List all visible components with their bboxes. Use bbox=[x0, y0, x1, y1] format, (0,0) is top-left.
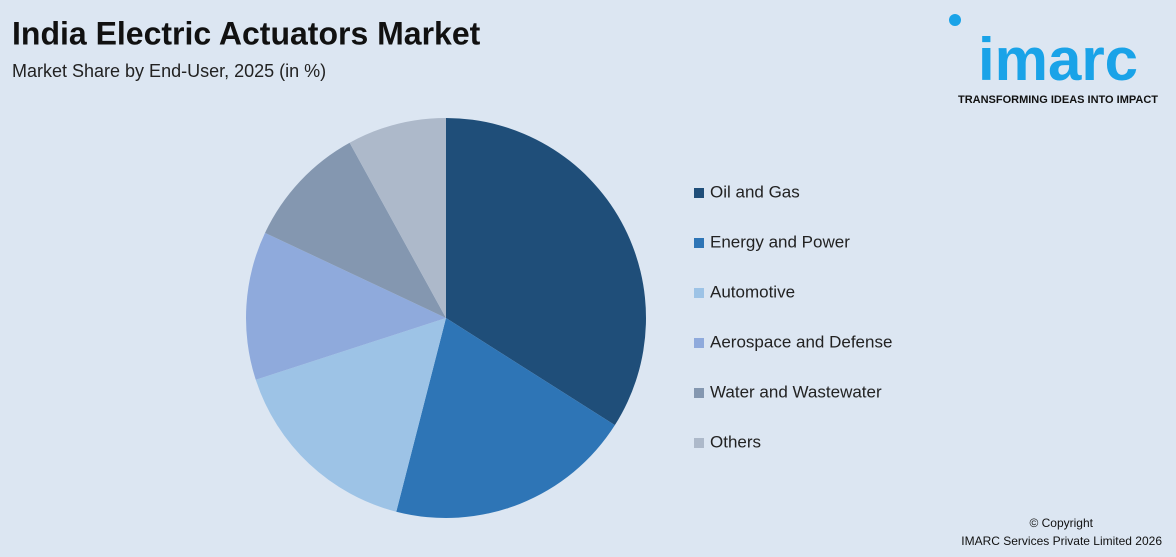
legend-label: Oil and Gas bbox=[710, 182, 800, 201]
legend-swatch bbox=[694, 438, 704, 448]
legend-label: Aerospace and Defense bbox=[710, 332, 892, 351]
logo-text: imarc bbox=[978, 26, 1138, 93]
pie-slice bbox=[246, 232, 446, 380]
legend-label: Automotive bbox=[710, 282, 795, 301]
pie-slice bbox=[446, 118, 646, 426]
legend-swatch bbox=[694, 338, 704, 348]
pie-slice bbox=[255, 318, 446, 512]
pie-slice bbox=[349, 118, 446, 318]
legend-label: Water and Wastewater bbox=[710, 382, 882, 401]
legend-label: Energy and Power bbox=[710, 232, 850, 251]
logo-tagline: TRANSFORMING IDEAS INTO IMPACT bbox=[958, 94, 1158, 106]
legend-swatch bbox=[694, 188, 704, 198]
pie-slice bbox=[396, 318, 615, 518]
pie-slice bbox=[265, 142, 446, 318]
logo-dot bbox=[949, 14, 961, 26]
copyright: © Copyright bbox=[1029, 516, 1093, 530]
chart-subtitle: Market Share by End-User, 2025 (in %) bbox=[12, 61, 326, 81]
legend-swatch bbox=[694, 288, 704, 298]
legend-label: Others bbox=[710, 432, 761, 451]
legend-swatch bbox=[694, 388, 704, 398]
company: IMARC Services Private Limited 2026 bbox=[961, 534, 1162, 548]
legend-swatch bbox=[694, 238, 704, 248]
chart-title: India Electric Actuators Market bbox=[12, 15, 481, 51]
